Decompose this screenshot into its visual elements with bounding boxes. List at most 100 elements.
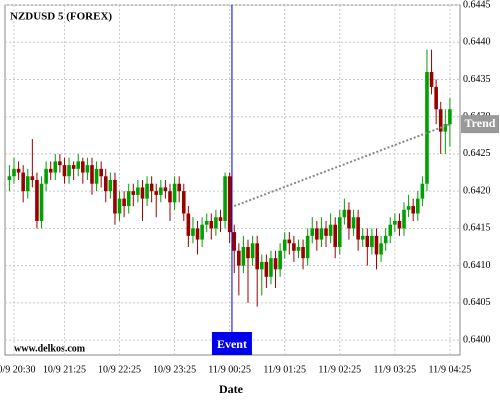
candle-body: [204, 220, 209, 225]
candle-body: [402, 209, 406, 229]
candle-body: [103, 176, 108, 192]
candle-body: [232, 232, 237, 251]
candle-body: [227, 176, 232, 233]
candle-body: [264, 261, 269, 277]
candle-body: [30, 176, 35, 180]
candle-body: [149, 183, 154, 192]
trend-line: [233, 123, 451, 207]
event-label: Event: [217, 337, 247, 351]
candle-body: [39, 183, 44, 221]
candle-body: [12, 168, 16, 177]
candle-body: [195, 228, 200, 240]
candle-body: [342, 209, 347, 218]
candle-body: [319, 228, 324, 240]
candle-body: [172, 183, 177, 203]
candle-body: [131, 191, 136, 195]
candle-body: [388, 224, 393, 236]
event-label-box: [211, 332, 252, 355]
y-tick-label: 0.6410: [463, 260, 491, 271]
candle-body: [448, 109, 452, 125]
trend-label-box: [461, 115, 499, 134]
candle-body: [269, 258, 273, 277]
candle-body: [21, 172, 25, 192]
candle-body: [71, 165, 76, 169]
candle-body: [53, 161, 58, 173]
candle-body: [315, 228, 319, 240]
candle-body: [181, 191, 186, 214]
x-tick-label: 11/9 02:25: [318, 364, 361, 375]
candle-body: [58, 161, 62, 166]
candle-body: [48, 168, 53, 173]
candle-body: [108, 180, 113, 192]
candle-body: [365, 235, 370, 248]
candle-body: [223, 176, 227, 221]
source: www.delkos.com: [14, 343, 86, 354]
candle-body: [94, 168, 99, 184]
candle-body: [209, 220, 214, 229]
y-tick-label: 0.6425: [463, 148, 491, 159]
candle-body: [99, 168, 103, 177]
candle-body: [370, 235, 374, 248]
candle-body: [177, 183, 181, 192]
plot-area: [4, 4, 461, 356]
candle-body: [163, 187, 168, 192]
candle-body: [301, 247, 305, 259]
candle-body: [241, 247, 246, 266]
candle-body: [324, 228, 328, 236]
trend-label: Trend: [465, 116, 496, 130]
x-tick-label: 11/9 00:25: [208, 364, 251, 375]
candle-body: [443, 124, 448, 132]
candle-body: [374, 235, 379, 255]
candle-body: [7, 176, 12, 180]
x-tick-label: 11/9 03:25: [373, 364, 416, 375]
candle-body: [393, 220, 397, 225]
chart-title: NZDUSD 5 (FOREX): [10, 11, 112, 23]
candle-body: [67, 165, 71, 177]
candle-body: [356, 217, 360, 240]
y-tick-label: 0.6405: [463, 297, 491, 308]
x-tick-label: 10/9 20:30: [0, 364, 36, 375]
candle-body: [420, 183, 425, 199]
candle-body: [159, 187, 163, 195]
candle-body: [360, 235, 365, 240]
candle-body: [218, 217, 223, 221]
y-tick-label: 0.6445: [463, 0, 491, 10]
candle-body: [113, 180, 117, 214]
candle-body: [186, 213, 191, 236]
candle-body: [333, 224, 337, 248]
candle-body: [44, 168, 48, 184]
x-tick-label: 10/9 23:25: [153, 364, 196, 375]
candle-body: [154, 191, 159, 195]
candle-body: [406, 206, 411, 210]
candle-body: [292, 243, 296, 251]
candle-body: [85, 165, 90, 173]
candle-body: [273, 258, 278, 270]
candle-body: [250, 243, 255, 259]
candle-body: [76, 161, 81, 169]
candle-body: [117, 198, 122, 214]
x-axis-label: Date: [219, 382, 244, 396]
candle-body: [214, 217, 218, 229]
candle-body: [305, 235, 310, 259]
candle-body: [411, 206, 415, 214]
y-tick-label: 0.6440: [463, 37, 491, 48]
x-tick-label: 11/9 04:25: [429, 364, 472, 375]
x-tick-label: 10/9 21:25: [43, 364, 86, 375]
candle-body: [246, 247, 250, 259]
candle-body: [397, 220, 402, 229]
candle-body: [425, 72, 429, 184]
y-tick-label: 0.6415: [463, 223, 491, 234]
candle-body: [35, 180, 39, 221]
candle-body: [191, 228, 195, 236]
candle-body: [237, 250, 241, 266]
x-tick-label: 11/9 01:25: [263, 364, 306, 375]
candle-body: [81, 161, 85, 173]
candle-body: [90, 165, 94, 184]
candle-body: [25, 176, 30, 192]
candle-body: [310, 228, 315, 236]
candle-body: [337, 217, 342, 248]
candle-body: [383, 235, 388, 244]
candle-body: [140, 187, 145, 199]
candle-body: [429, 72, 434, 87]
candle-body: [434, 86, 438, 110]
